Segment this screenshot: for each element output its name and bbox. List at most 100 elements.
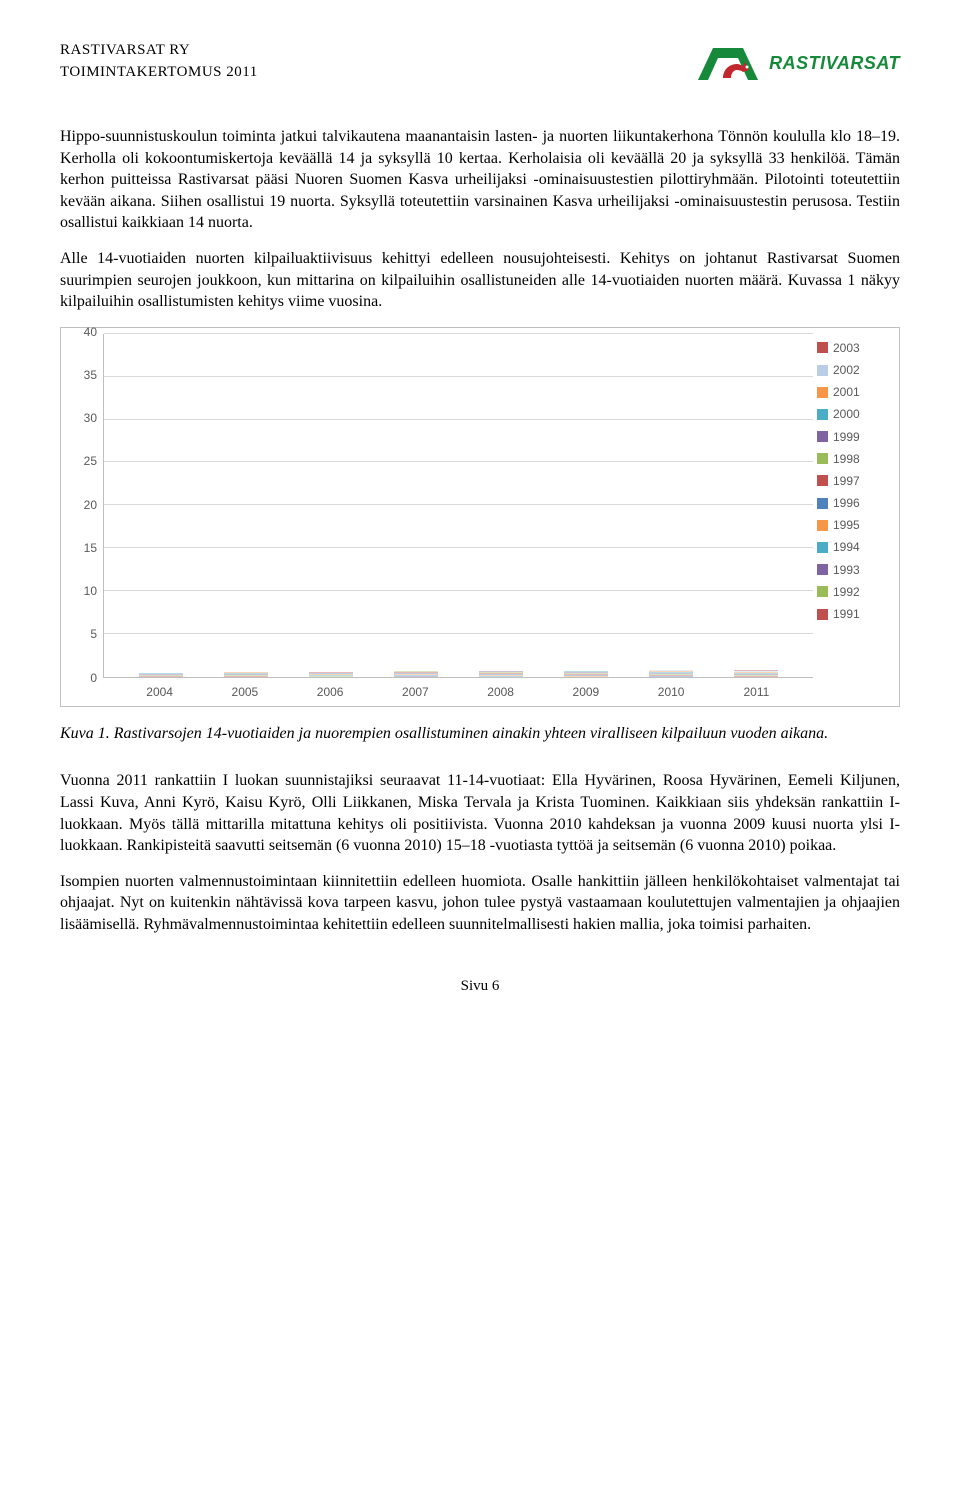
legend-item: 1993: [817, 562, 889, 578]
bar-2004: [139, 673, 183, 677]
legend-label: 1993: [833, 562, 860, 578]
chart-x-axis: 2004 2005 2006 2007 2008 2009 2010 2011: [103, 684, 813, 700]
x-tick-label: 2008: [479, 684, 523, 700]
legend-item: 2001: [817, 384, 889, 400]
bar-segment: [479, 676, 523, 677]
page-header: RASTIVARSAT RY TOIMINTAKERTOMUS 2011 RAS…: [60, 40, 900, 86]
gridline: [104, 376, 813, 377]
bar-segment: [649, 676, 693, 677]
x-tick-label: 2006: [308, 684, 352, 700]
gridline: [104, 461, 813, 462]
gridline: [104, 419, 813, 420]
chart-bars: [104, 334, 813, 677]
legend-item: 1996: [817, 495, 889, 511]
legend-swatch-icon: [817, 609, 828, 620]
legend-item: 1994: [817, 539, 889, 555]
legend-swatch-icon: [817, 498, 828, 509]
legend-swatch-icon: [817, 387, 828, 398]
paragraph-3: Vuonna 2011 rankattiin I luokan suunnist…: [60, 770, 900, 856]
y-tick-label: 20: [67, 497, 97, 513]
legend-label: 2000: [833, 406, 860, 422]
gridline: [104, 633, 813, 634]
legend-swatch-icon: [817, 431, 828, 442]
legend-label: 2003: [833, 340, 860, 356]
legend-swatch-icon: [817, 342, 828, 353]
legend-item: 2003: [817, 340, 889, 356]
bar-2010: [649, 670, 693, 677]
legend-item: 1995: [817, 517, 889, 533]
bar-segment: [564, 676, 608, 677]
y-tick-label: 10: [67, 583, 97, 599]
bar-2007: [394, 671, 438, 677]
legend-label: 1996: [833, 495, 860, 511]
legend-swatch-icon: [817, 365, 828, 376]
gridline: [104, 504, 813, 505]
chart-bars-area: [103, 334, 813, 678]
legend-item: 2000: [817, 406, 889, 422]
legend-label: 1991: [833, 606, 860, 622]
y-tick-label: 0: [67, 670, 97, 686]
gridline: [104, 333, 813, 334]
legend-swatch-icon: [817, 586, 828, 597]
x-tick-label: 2010: [649, 684, 693, 700]
legend-label: 1998: [833, 451, 860, 467]
legend-item: 1992: [817, 584, 889, 600]
legend-label: 1999: [833, 429, 860, 445]
logo-text: RASTIVARSAT: [769, 51, 900, 75]
bar-2008: [479, 671, 523, 677]
chart-figure: 0510152025303540 20042005200620072008200…: [60, 327, 900, 707]
legend-label: 2002: [833, 362, 860, 378]
gridline: [104, 590, 813, 591]
y-tick-label: 5: [67, 626, 97, 642]
y-tick-label: 40: [67, 324, 97, 340]
legend-item: 1991: [817, 606, 889, 622]
logo: RASTIVARSAT: [693, 40, 900, 86]
legend-label: 1994: [833, 539, 860, 555]
bar-2006: [309, 672, 353, 677]
legend-label: 1992: [833, 584, 860, 600]
legend-item: 1997: [817, 473, 889, 489]
org-name: RASTIVARSAT RY: [60, 40, 258, 60]
legend-item: 1998: [817, 451, 889, 467]
doc-title: TOIMINTAKERTOMUS 2011: [60, 62, 258, 82]
legend-label: 2001: [833, 384, 860, 400]
legend-swatch-icon: [817, 475, 828, 486]
legend-swatch-icon: [817, 542, 828, 553]
y-tick-label: 30: [67, 410, 97, 426]
x-tick-label: 2011: [734, 684, 778, 700]
legend-swatch-icon: [817, 453, 828, 464]
paragraph-2: Alle 14-vuotiaiden nuorten kilpailuaktii…: [60, 248, 900, 313]
figure-caption: Kuva 1. Rastivarsojen 14-vuotiaiden ja n…: [60, 723, 900, 745]
x-tick-label: 2007: [393, 684, 437, 700]
legend-swatch-icon: [817, 564, 828, 575]
chart-plot-area: 0510152025303540 20042005200620072008200…: [67, 334, 813, 700]
paragraph-1: Hippo-suunnistuskoulun toiminta jatkui t…: [60, 126, 900, 234]
x-tick-label: 2009: [564, 684, 608, 700]
bar-segment: [139, 676, 183, 677]
paragraph-4: Isompien nuorten valmennustoimintaan kii…: [60, 871, 900, 936]
legend-label: 1995: [833, 517, 860, 533]
bar-segment: [224, 676, 268, 677]
legend-swatch-icon: [817, 409, 828, 420]
logo-mark-icon: [693, 40, 763, 86]
header-text: RASTIVARSAT RY TOIMINTAKERTOMUS 2011: [60, 40, 258, 85]
gridline: [104, 547, 813, 548]
bar-segment: [394, 676, 438, 677]
x-tick-label: 2005: [223, 684, 267, 700]
y-tick-label: 25: [67, 453, 97, 469]
y-tick-label: 35: [67, 367, 97, 383]
x-tick-label: 2004: [138, 684, 182, 700]
chart-y-axis: 0510152025303540: [67, 334, 103, 700]
legend-label: 1997: [833, 473, 860, 489]
legend-item: 1999: [817, 429, 889, 445]
bar-segment: [734, 676, 778, 677]
bar-2009: [564, 671, 608, 677]
y-tick-label: 15: [67, 540, 97, 556]
legend-swatch-icon: [817, 520, 828, 531]
page-footer: Sivu 6: [60, 976, 900, 996]
bar-segment: [309, 676, 353, 677]
legend-item: 2002: [817, 362, 889, 378]
bar-2005: [224, 672, 268, 677]
bar-2011: [734, 670, 778, 677]
chart-legend: 2003 2002 2001 2000 1999 1998 1997 1996 1995 1994…: [813, 334, 893, 700]
